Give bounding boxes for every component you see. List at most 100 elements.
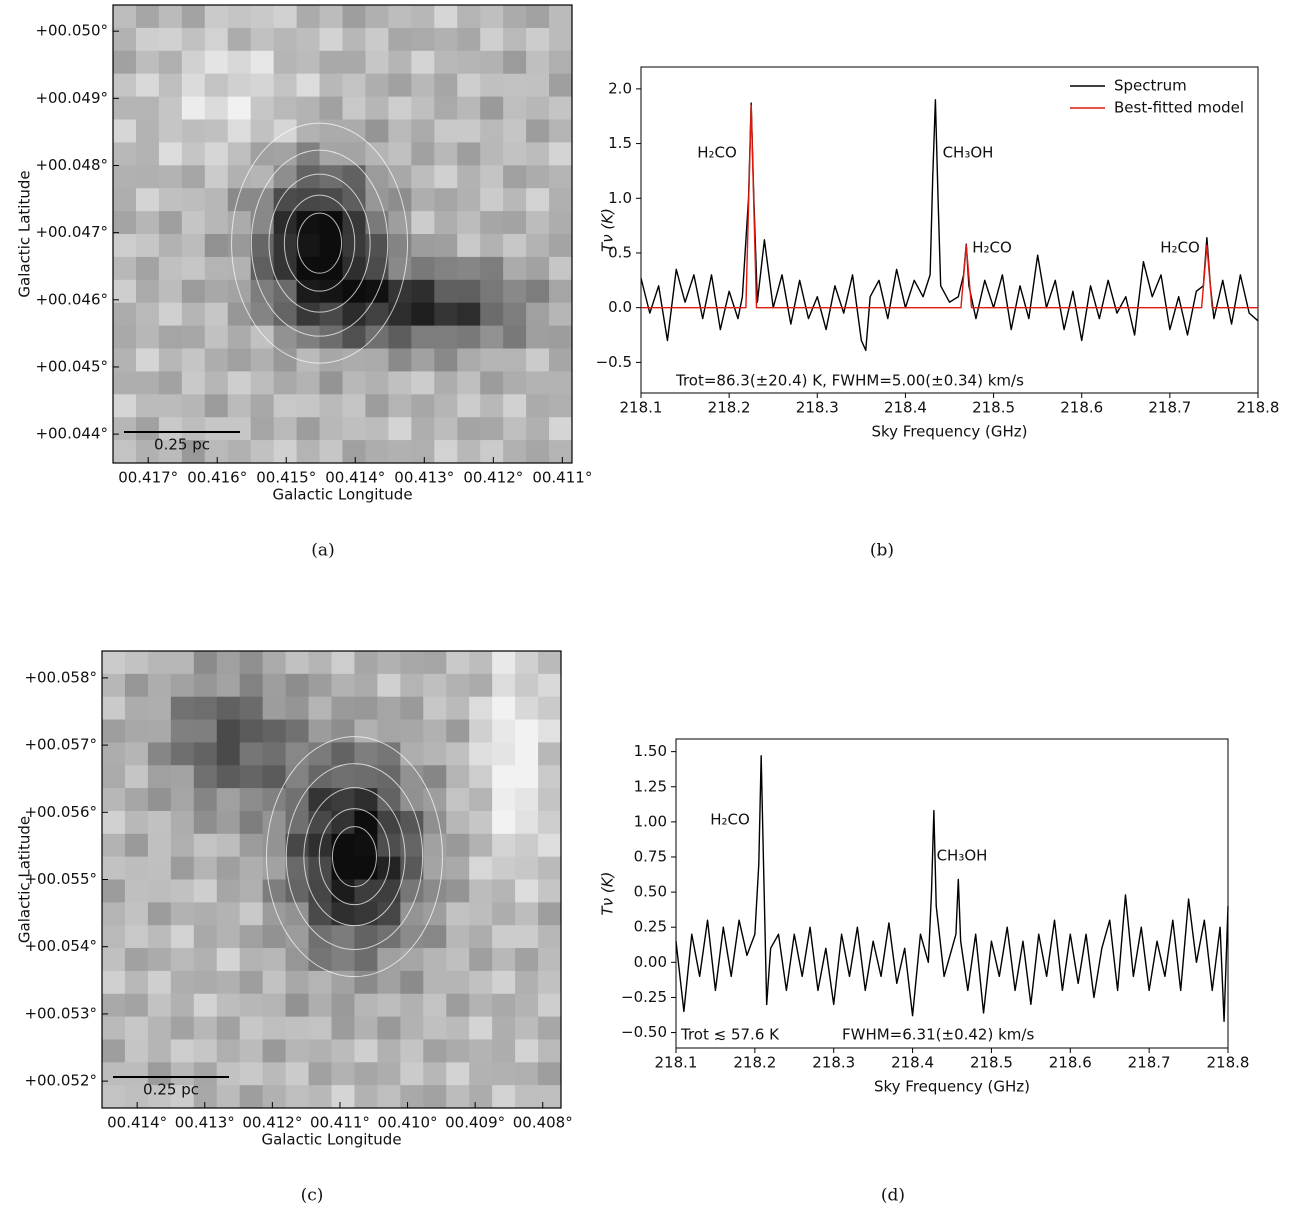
map-pixel — [388, 256, 412, 281]
map-pixel — [549, 73, 573, 98]
map-pixel — [377, 1085, 401, 1109]
map-pixel — [331, 651, 355, 675]
map-pixel — [480, 27, 504, 52]
map-pixel — [135, 50, 160, 75]
annotation: FWHM=6.31(±0.42) km/s — [842, 1026, 1034, 1044]
map-pixel — [170, 651, 195, 675]
map-pixel — [331, 765, 355, 789]
map-pixel — [469, 696, 493, 721]
map-pixel — [342, 371, 366, 395]
map-pixel — [227, 256, 252, 281]
y-axis-label: Tν (K) — [599, 872, 617, 916]
map-pixel — [457, 188, 481, 212]
map-pixel — [388, 96, 412, 120]
map-pixel — [296, 394, 321, 418]
map-pixel — [515, 719, 539, 743]
map-pixel — [492, 833, 516, 858]
map-pixel — [515, 810, 539, 835]
map-pixel — [262, 765, 287, 789]
map-pixel — [503, 371, 527, 395]
map-pixel — [158, 417, 183, 441]
map-pixel — [526, 371, 550, 395]
map-pixel — [538, 902, 562, 926]
map-pixel — [216, 970, 241, 995]
map-pixel — [515, 673, 539, 698]
map-pixel — [273, 256, 298, 281]
map-pixel — [342, 50, 366, 75]
map-pixel — [492, 925, 516, 949]
map-pixel — [158, 440, 183, 464]
map-pixel — [216, 1016, 241, 1040]
map-pixel — [124, 810, 149, 835]
map-pixel — [124, 1085, 149, 1109]
map-pixel — [124, 879, 149, 903]
map-pixel — [204, 417, 229, 441]
map-pixel — [273, 142, 298, 166]
map-pixel — [400, 810, 424, 835]
map-pixel — [135, 302, 160, 327]
map-pixel — [147, 696, 172, 721]
map-pixel — [193, 833, 218, 858]
map-pixel — [377, 902, 401, 926]
map-pixel — [285, 833, 310, 858]
map-pixel — [170, 719, 195, 743]
map-pixel — [365, 394, 389, 418]
map-pixel — [388, 119, 412, 143]
map-pixel — [170, 696, 195, 721]
map-pixel — [181, 279, 206, 304]
map-pixel — [262, 948, 287, 972]
map-pixel — [503, 417, 527, 441]
x-tick-label: 00.415° — [256, 469, 316, 487]
map-pixel — [158, 256, 183, 281]
map-pixel — [250, 234, 275, 258]
y-tick-label: +00.047° — [35, 223, 108, 241]
map-pixel — [538, 651, 562, 675]
map-pixel — [446, 810, 470, 835]
map-pixel — [469, 788, 493, 812]
map-pixel — [549, 279, 573, 304]
map-pixel — [365, 325, 389, 349]
map-pixel — [388, 188, 412, 212]
contour — [250, 149, 389, 337]
map-pixel — [181, 142, 206, 166]
map-pixel — [365, 27, 389, 52]
contour — [318, 808, 391, 906]
map-pixel — [193, 651, 218, 675]
map-pixel — [239, 696, 264, 721]
map-pixel — [480, 256, 504, 281]
y-tick-label: −0.25 — [621, 988, 667, 1006]
map-pixel — [113, 73, 137, 98]
map-pixel — [216, 879, 241, 903]
annotation: H₂CO — [697, 144, 737, 162]
map-pixel — [331, 902, 355, 926]
map-pixel — [193, 925, 218, 949]
map-pixel — [273, 371, 298, 395]
caption: (b) — [870, 541, 894, 561]
map-pixel — [515, 948, 539, 972]
map-pixel — [400, 879, 424, 903]
map-pixel — [446, 696, 470, 721]
map-pixel — [170, 970, 195, 995]
y-tick-label: 0.5 — [608, 243, 632, 261]
map-pixel — [102, 925, 126, 949]
map-pixel — [354, 765, 378, 789]
map-pixel — [273, 27, 298, 52]
map-pixel — [342, 256, 366, 281]
x-axis-label: Galactic Longitude — [261, 1131, 401, 1149]
map-pixel — [135, 96, 160, 120]
map-pixel — [365, 211, 389, 235]
map-pixel — [423, 1085, 447, 1109]
map-pixel — [503, 394, 527, 418]
map-pixel — [446, 1062, 470, 1086]
map-pixel — [239, 833, 264, 858]
x-tick-label: 218.1 — [655, 1054, 698, 1072]
map-pixel — [377, 970, 401, 995]
map-pixel — [480, 119, 504, 143]
map-pixel — [147, 879, 172, 903]
map-pixel — [446, 970, 470, 995]
map-pixel — [273, 119, 298, 143]
map-pixel — [388, 73, 412, 98]
map-pixel — [319, 279, 343, 304]
map-pixel — [331, 970, 355, 995]
map-pixel — [135, 188, 160, 212]
